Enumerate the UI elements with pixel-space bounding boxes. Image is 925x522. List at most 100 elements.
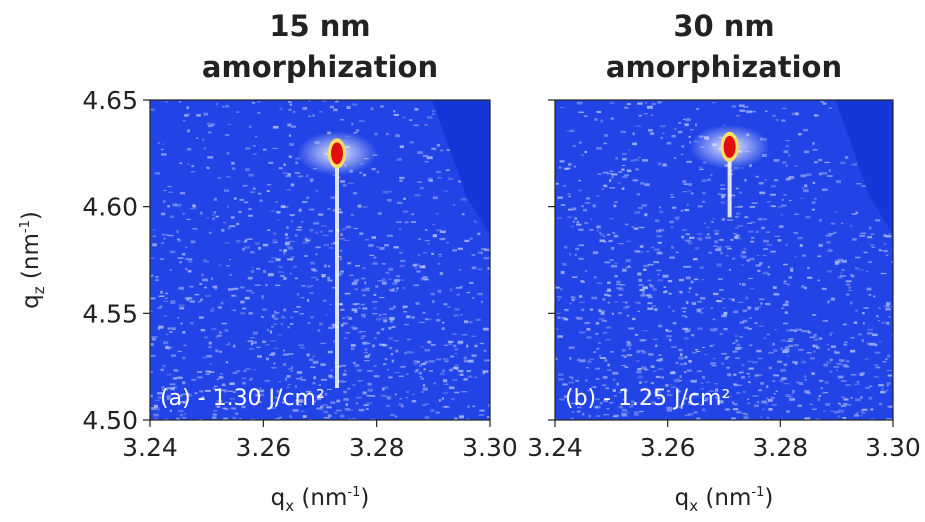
speckle <box>612 416 618 418</box>
speckle <box>250 341 257 344</box>
speckle <box>313 222 320 225</box>
speckle <box>150 371 153 374</box>
speckle <box>777 206 783 208</box>
speckle <box>807 330 810 333</box>
speckle <box>684 337 689 340</box>
speckle <box>788 276 793 279</box>
speckle <box>439 255 442 258</box>
speckle <box>152 243 157 247</box>
speckle <box>625 266 630 268</box>
speckle <box>454 391 460 394</box>
speckle <box>767 398 773 402</box>
speckle <box>282 397 285 401</box>
speckle <box>320 342 327 344</box>
speckle <box>783 150 789 154</box>
speckle <box>870 244 875 246</box>
speckle <box>783 283 787 285</box>
speckle <box>655 375 661 379</box>
speckle <box>840 404 847 408</box>
speckle <box>807 331 812 334</box>
speckle <box>487 416 490 418</box>
speckle <box>321 408 324 410</box>
speckle <box>163 237 166 240</box>
label-sub: x <box>689 497 698 515</box>
speckle <box>302 241 309 244</box>
speckle <box>432 196 438 200</box>
speckle <box>825 234 832 237</box>
speckle <box>680 353 683 357</box>
speckle <box>683 371 687 374</box>
speckle <box>620 130 627 133</box>
speckle <box>375 285 379 288</box>
speckle <box>444 190 449 192</box>
speckle <box>312 382 316 385</box>
speckle <box>457 247 464 250</box>
speckle <box>176 417 180 420</box>
speckle <box>452 378 458 381</box>
speckle <box>861 412 866 414</box>
speckle <box>626 169 632 173</box>
speckle <box>695 293 699 296</box>
speckle <box>856 381 860 383</box>
speckle <box>721 362 724 365</box>
speckle <box>171 327 176 331</box>
speckle <box>599 239 606 242</box>
speckle <box>444 383 449 385</box>
speckle <box>696 350 701 353</box>
speckle <box>336 399 341 403</box>
speckle <box>294 172 301 174</box>
speckle <box>786 283 790 286</box>
speckle <box>607 369 612 371</box>
speckle <box>749 344 753 346</box>
speckle <box>425 403 429 405</box>
speckle <box>238 211 242 214</box>
speckle <box>680 406 683 409</box>
speckle <box>621 168 625 171</box>
speckle <box>343 381 347 383</box>
speckle <box>209 363 213 365</box>
speckle <box>291 219 294 223</box>
speckle <box>559 287 563 291</box>
speckle <box>623 355 627 359</box>
speckle <box>372 307 377 310</box>
speckle <box>837 415 841 418</box>
speckle <box>358 408 365 412</box>
speckle <box>411 213 415 216</box>
speckle <box>703 222 707 225</box>
speckle <box>641 350 647 354</box>
speckle <box>474 376 477 379</box>
speckle <box>187 129 191 133</box>
speckle <box>726 366 730 369</box>
speckle <box>271 352 276 356</box>
speckle <box>750 221 756 224</box>
speckle <box>382 190 389 194</box>
speckle <box>609 170 614 172</box>
speckle <box>259 387 262 389</box>
speckle <box>638 251 644 253</box>
speckle <box>891 261 893 263</box>
speckle <box>886 384 889 387</box>
speckle <box>755 230 759 234</box>
speckle <box>670 346 677 348</box>
speckle <box>834 351 840 354</box>
speckle <box>200 329 206 332</box>
speckle <box>817 397 821 401</box>
speckle <box>422 154 428 158</box>
speckle <box>427 177 433 180</box>
speckle <box>364 238 369 241</box>
speckle <box>306 174 309 178</box>
speckle <box>439 372 445 376</box>
speckle <box>734 227 739 229</box>
speckle <box>173 377 178 380</box>
speckle <box>662 132 665 135</box>
speckle <box>683 266 686 268</box>
speckle <box>191 379 197 381</box>
speckle <box>739 254 743 258</box>
speckle <box>246 289 252 292</box>
speckle <box>684 123 689 127</box>
speckle <box>696 308 701 311</box>
speckle <box>711 365 717 367</box>
speckle <box>567 162 572 166</box>
speckle <box>685 233 690 235</box>
